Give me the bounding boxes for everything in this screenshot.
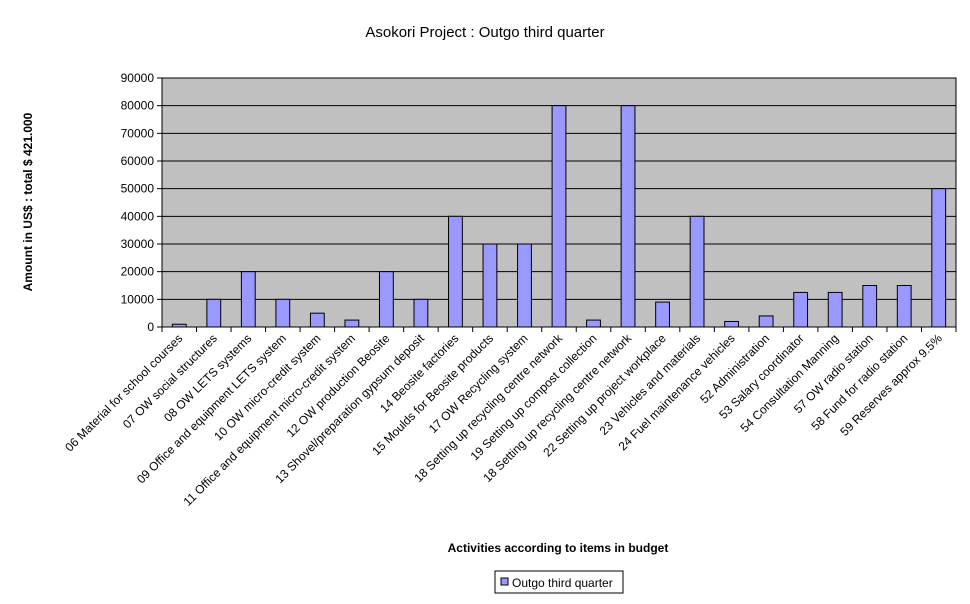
bar	[344, 319, 360, 328]
bar	[275, 298, 291, 328]
bar	[517, 243, 532, 328]
bar	[171, 323, 187, 328]
bar	[862, 285, 878, 328]
bar	[206, 298, 222, 328]
bar	[724, 320, 740, 328]
bar	[896, 285, 912, 328]
bar	[758, 315, 774, 328]
y-axis-title: Amount in US$ : total $ 421.000	[21, 112, 35, 291]
bar	[240, 271, 256, 328]
legend-box	[494, 570, 624, 594]
bar	[413, 298, 429, 328]
y-tick-label: 0	[147, 320, 154, 334]
y-tick-label: 50000	[121, 182, 155, 196]
legend-label: Outgo third quarter	[512, 576, 613, 590]
y-tick-label: 60000	[121, 154, 155, 168]
y-tick-label: 10000	[121, 292, 155, 306]
y-tick-label: 40000	[121, 209, 155, 223]
bar	[551, 105, 567, 328]
y-tick-label: 30000	[121, 237, 155, 251]
y-tick-label: 80000	[121, 99, 155, 113]
bar	[689, 215, 705, 328]
bar	[827, 291, 843, 328]
bar	[620, 105, 636, 328]
bar	[482, 243, 498, 328]
x-axis-title: Activities according to items in budget	[448, 541, 669, 555]
x-tick-label: 19 Setting up compost collection	[468, 331, 600, 463]
chart-title: Asokori Project : Outgo third quarter	[365, 24, 604, 41]
bar	[309, 312, 325, 328]
legend: Outgo third quarter	[494, 570, 624, 594]
y-tick-label: 90000	[121, 71, 155, 85]
legend-swatch	[500, 577, 509, 586]
y-tick-label: 20000	[121, 265, 155, 279]
bar	[655, 301, 670, 328]
bar	[931, 188, 947, 328]
bar	[586, 319, 601, 328]
bar	[378, 271, 394, 328]
bar	[448, 215, 463, 328]
bar	[793, 291, 809, 328]
y-tick-label: 70000	[121, 126, 155, 140]
